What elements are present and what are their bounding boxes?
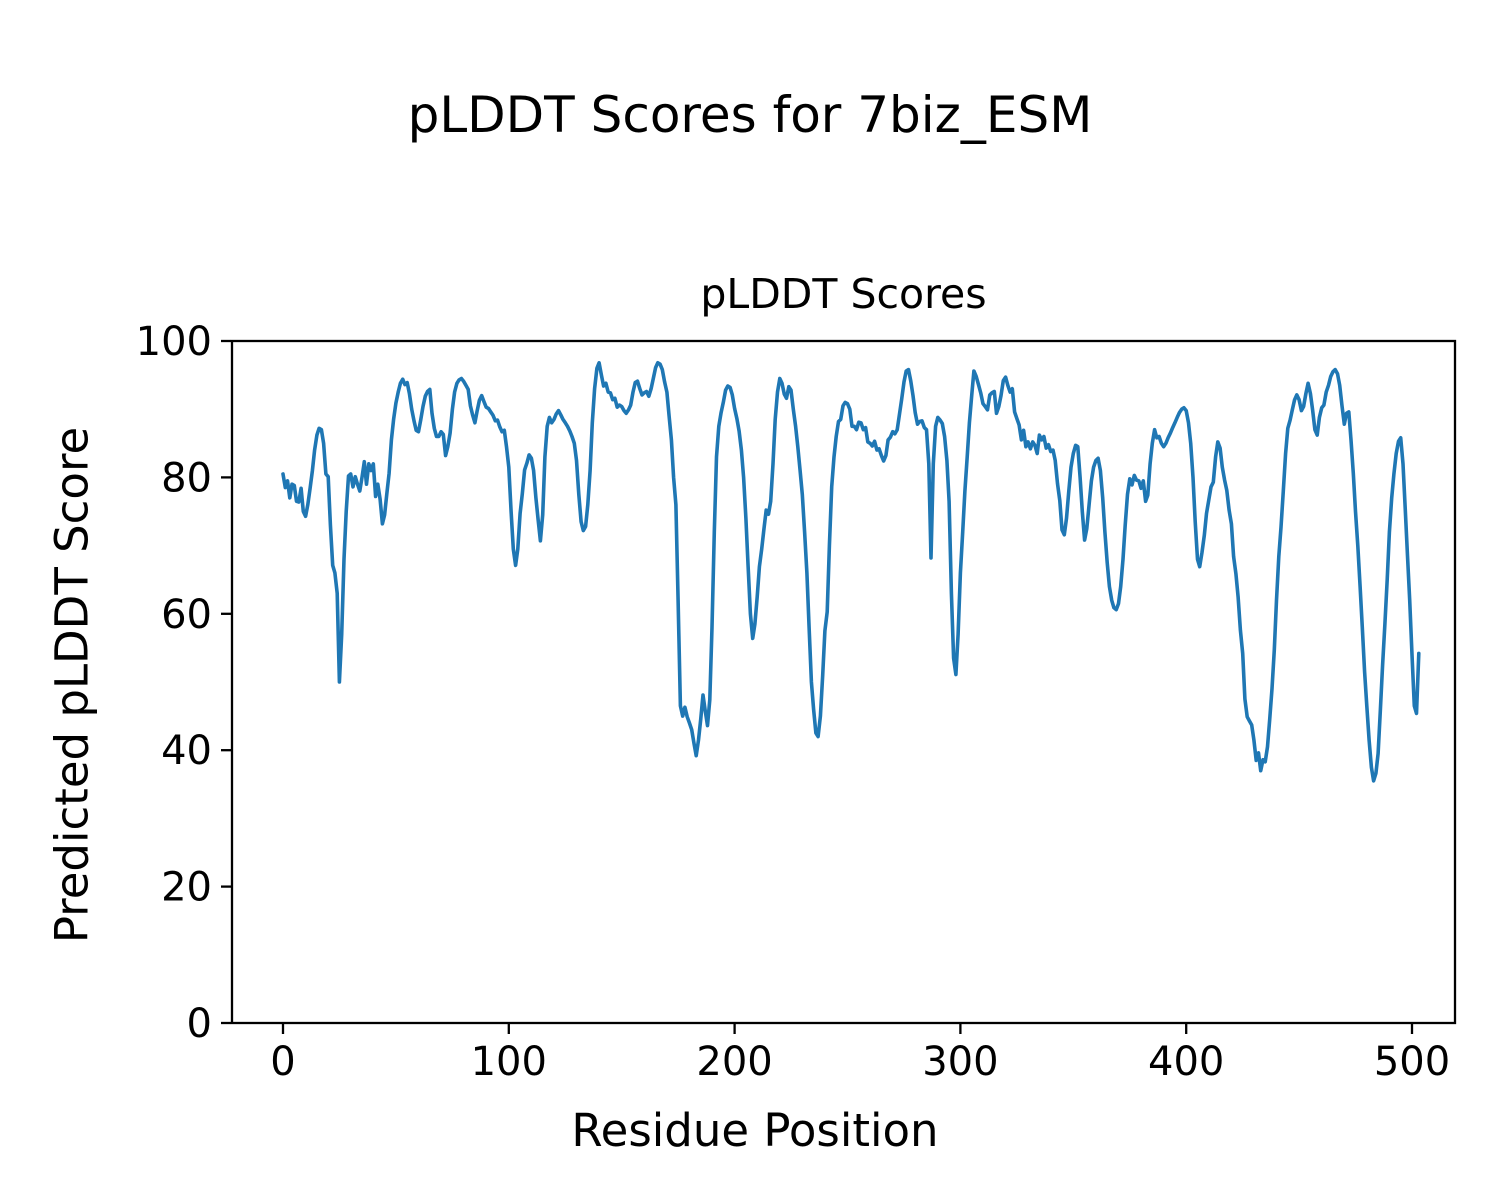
y-tick-label: 20 [161, 865, 212, 911]
x-tick-label: 100 [471, 1039, 547, 1085]
x-tick-label: 200 [696, 1039, 772, 1085]
figure-suptitle: pLDDT Scores for 7biz_ESM [407, 86, 1093, 144]
x-tick-label: 500 [1374, 1039, 1450, 1085]
y-tick-label: 80 [161, 455, 212, 501]
y-tick-label: 40 [161, 728, 212, 774]
y-tick-label: 0 [187, 1001, 212, 1047]
plddt-line [281, 360, 1421, 783]
x-tick-label: 400 [1148, 1039, 1224, 1085]
y-tick-label: 60 [161, 592, 212, 638]
y-tick-label: 100 [136, 319, 212, 365]
axes-spines [230, 339, 1457, 1025]
axes-title: pLDDT Scores [700, 270, 987, 318]
x-tick-label: 0 [270, 1039, 295, 1085]
x-axis-label: Residue Position [571, 1104, 939, 1157]
x-tick-label: 300 [922, 1039, 998, 1085]
